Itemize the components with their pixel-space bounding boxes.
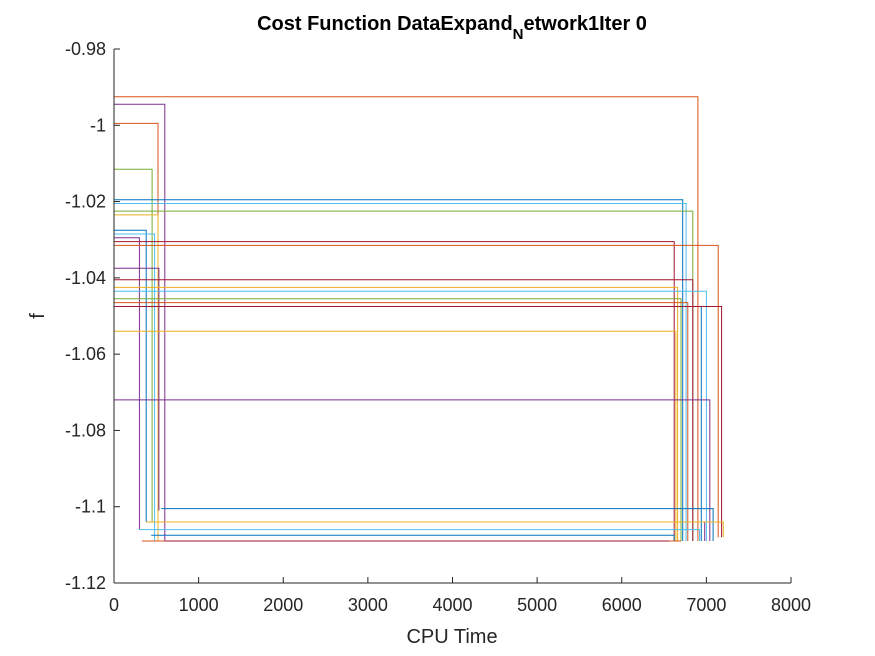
series-line-18	[114, 298, 682, 541]
axes-layer	[113, 49, 791, 584]
series-line-28	[151, 534, 675, 541]
x-axis-label: CPU Time	[406, 626, 497, 648]
ticks-layer: 0 1000 2000 3000 4000 5000 6000 7000 8000 -0.98 -1…	[65, 39, 811, 615]
chart-title: Cost Function DataExpandNetwork1Iter 0	[257, 13, 647, 43]
series-line-20	[114, 306, 702, 541]
x-tick-label: 2000	[263, 595, 303, 615]
series-line-23	[114, 399, 711, 541]
chart-title-prefix: Cost Function DataExpand	[257, 13, 513, 35]
series-line-5	[114, 199, 684, 541]
series-line-9	[114, 229, 147, 522]
chart-title-suffix: etwork1Iter 0	[524, 13, 647, 35]
series-line-15	[114, 279, 694, 541]
chart-title-subscript: N	[513, 26, 524, 43]
series-line-13	[114, 244, 719, 538]
y-tick-label: -1.08	[65, 420, 106, 440]
y-tick-label: -1	[90, 115, 106, 135]
x-tick-label: 8000	[771, 595, 811, 615]
series-line-6	[114, 203, 687, 541]
series-line-24	[161, 508, 714, 541]
y-tick-label: -1.1	[75, 497, 106, 517]
series-line-11	[114, 237, 140, 530]
series-line-10	[114, 233, 156, 541]
series-line-4	[114, 168, 153, 522]
y-tick-label: -1.02	[65, 192, 106, 212]
series-line-7	[114, 210, 694, 541]
series-line-16	[114, 286, 679, 541]
y-tick-label: -1.04	[65, 268, 106, 288]
series-line-22	[114, 330, 677, 541]
series-line-25	[149, 521, 706, 541]
y-tick-label: -1.12	[65, 573, 106, 593]
series-line-14	[114, 267, 160, 511]
x-tick-label: 1000	[179, 595, 219, 615]
y-tick-label: -1.06	[65, 344, 106, 364]
series-line-17	[114, 290, 707, 541]
series-line-19	[114, 302, 689, 541]
x-tick-label: 0	[109, 595, 119, 615]
x-tick-label: 6000	[602, 595, 642, 615]
series-line-1	[114, 96, 699, 541]
series-line-2	[114, 103, 166, 541]
x-tick-label: 7000	[686, 595, 726, 615]
y-tick-label: -0.98	[65, 39, 106, 59]
series-line-8	[114, 214, 159, 541]
x-tick-label: 5000	[517, 595, 557, 615]
series-layer	[114, 96, 724, 542]
series-line-26	[146, 521, 724, 538]
series-line-27	[139, 529, 701, 541]
series-line-12	[114, 241, 675, 541]
series-line-3	[114, 122, 159, 541]
series-line-21	[114, 306, 723, 538]
x-tick-label: 3000	[348, 595, 388, 615]
y-axis-label: f	[27, 313, 49, 319]
x-tick-label: 4000	[432, 595, 472, 615]
